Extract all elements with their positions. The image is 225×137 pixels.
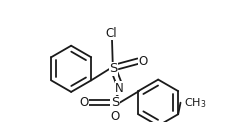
Text: CH$_3$: CH$_3$ bbox=[183, 96, 205, 110]
Text: N: N bbox=[115, 82, 124, 95]
Text: O: O bbox=[110, 110, 119, 123]
Text: Cl: Cl bbox=[105, 27, 117, 40]
Text: S: S bbox=[110, 96, 119, 109]
Text: S: S bbox=[109, 62, 117, 75]
Text: O: O bbox=[79, 96, 88, 109]
Text: O: O bbox=[137, 55, 147, 68]
